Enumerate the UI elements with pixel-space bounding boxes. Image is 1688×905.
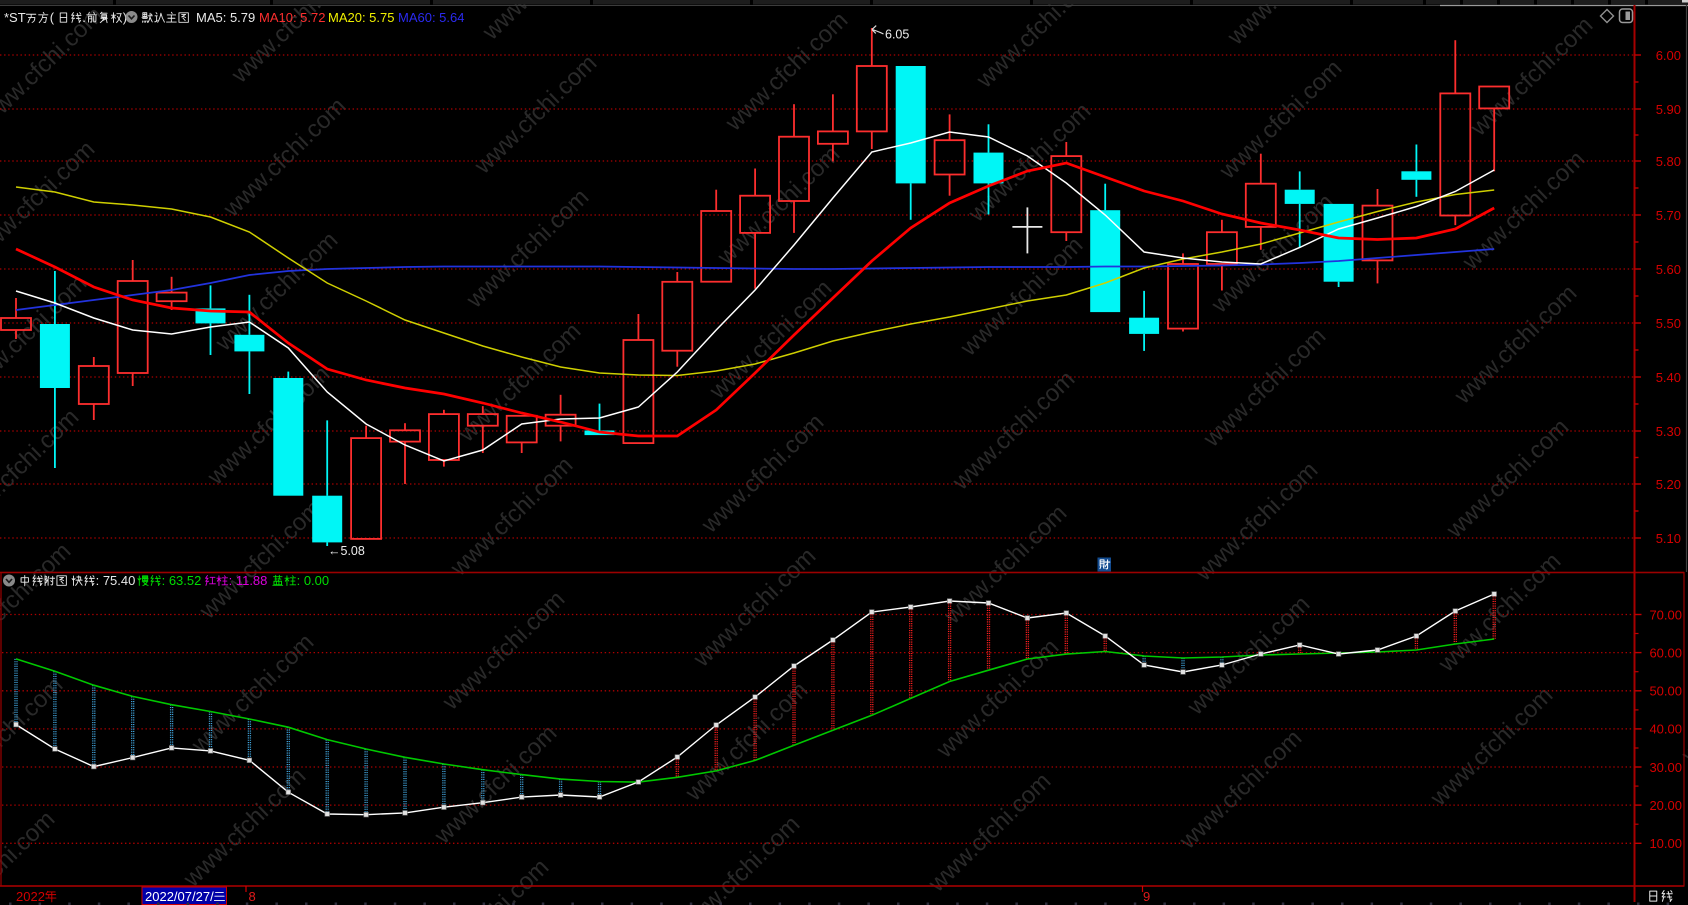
svg-text:): ): [123, 10, 127, 25]
svg-text:.: .: [82, 10, 86, 25]
svg-text:←5.08: ←5.08: [328, 544, 365, 558]
svg-text:(: (: [50, 10, 55, 25]
svg-text:50.00: 50.00: [1649, 684, 1682, 699]
svg-text:MA60: 5.64: MA60: 5.64: [398, 10, 465, 25]
svg-text:MA5: 5.79: MA5: 5.79: [196, 10, 255, 25]
svg-text:5.40: 5.40: [1656, 370, 1681, 385]
svg-text:6.05: 6.05: [885, 28, 909, 42]
svg-text:: 0.00: : 0.00: [297, 573, 330, 588]
svg-text:: 11.88: : 11.88: [229, 573, 268, 588]
svg-text:8: 8: [249, 889, 256, 904]
svg-text:5.70: 5.70: [1656, 208, 1681, 223]
svg-text:MA10: 5.72: MA10: 5.72: [259, 10, 326, 25]
svg-text:70.00: 70.00: [1649, 607, 1682, 622]
svg-text:5.80: 5.80: [1656, 154, 1681, 169]
svg-text:2022/07/27/: 2022/07/27/: [145, 889, 214, 904]
svg-text:40.00: 40.00: [1649, 722, 1682, 737]
svg-text:6.00: 6.00: [1656, 48, 1681, 63]
svg-text:20.00: 20.00: [1649, 798, 1682, 813]
svg-text:5.90: 5.90: [1656, 102, 1681, 117]
svg-text:5.30: 5.30: [1656, 424, 1681, 439]
svg-text:5.60: 5.60: [1656, 262, 1681, 277]
svg-text:: 75.40: : 75.40: [96, 573, 136, 588]
svg-text:: 63.52: : 63.52: [162, 573, 202, 588]
svg-text:*ST: *ST: [4, 10, 26, 25]
svg-text:9: 9: [1143, 889, 1150, 904]
svg-text:30.00: 30.00: [1649, 760, 1682, 775]
svg-text:60.00: 60.00: [1649, 645, 1682, 660]
svg-text:5.50: 5.50: [1656, 316, 1681, 331]
svg-text:10.00: 10.00: [1649, 836, 1682, 851]
svg-text:2022: 2022: [16, 889, 45, 904]
svg-text:5.10: 5.10: [1656, 531, 1681, 546]
svg-text:5.20: 5.20: [1656, 477, 1681, 492]
svg-text:MA20: 5.75: MA20: 5.75: [328, 10, 395, 25]
